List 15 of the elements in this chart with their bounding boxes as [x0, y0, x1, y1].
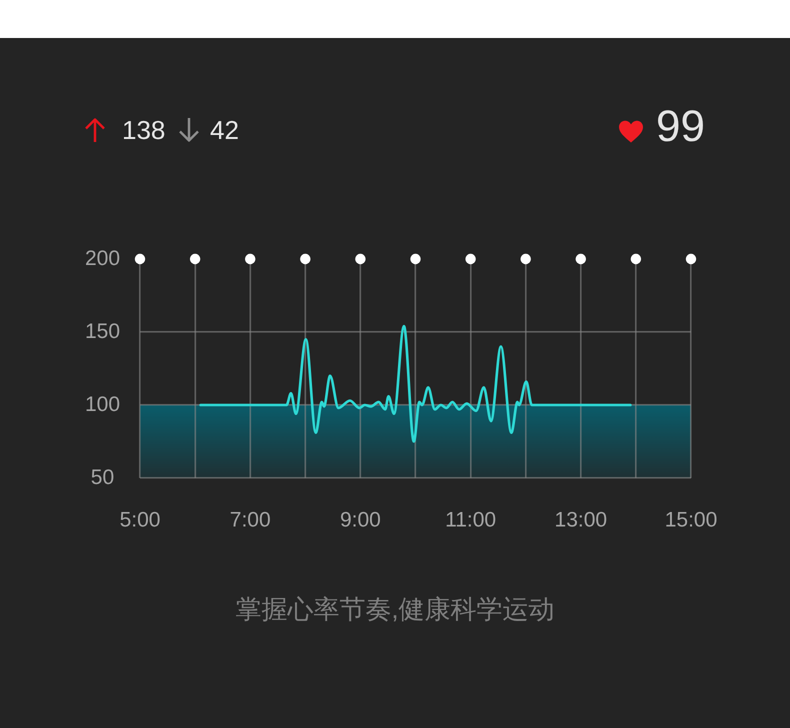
- y-tick-label: 200: [84, 246, 120, 270]
- text: 138: [122, 115, 166, 145]
- x-tick-label: 5:00: [120, 508, 160, 532]
- line-series: [199, 324, 632, 443]
- x-tick-label: 7:00: [230, 508, 271, 532]
- y-tick-label: 50: [90, 466, 114, 489]
- y-tick-label: 100: [84, 392, 120, 416]
- x-tick-label: 11:00: [445, 508, 496, 532]
- text: 掌握心率节奏,健康科学运动: [234, 593, 556, 625]
- y-tick-label: 150: [84, 320, 120, 343]
- x-tick-label: 15:00: [664, 508, 718, 532]
- text: 99: [656, 102, 705, 151]
- text: 42: [210, 115, 239, 145]
- x-tick-label: 13:00: [554, 508, 608, 532]
- x-tick-label: 9:00: [340, 508, 381, 532]
